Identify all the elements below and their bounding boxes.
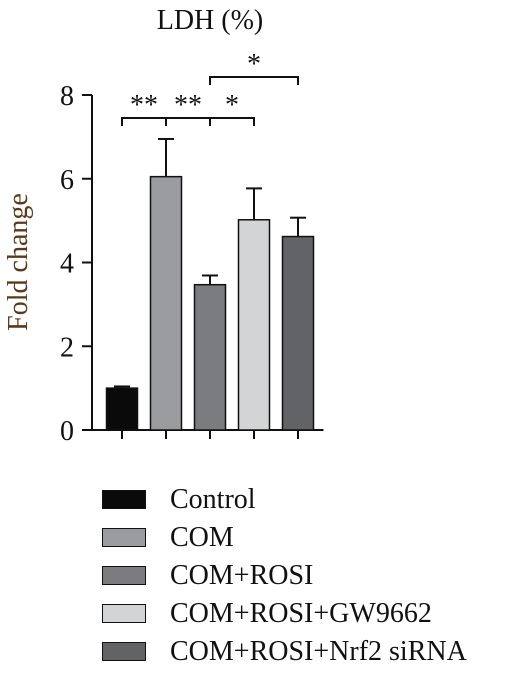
y-tick-label: 2 xyxy=(60,332,74,363)
significance-label: * xyxy=(247,49,261,80)
bar xyxy=(149,175,183,431)
significance-bracket xyxy=(209,117,255,126)
legend-swatch xyxy=(102,604,146,623)
legend-item: Control xyxy=(102,481,467,518)
significance-label: ** xyxy=(174,90,202,121)
y-tick-label: 0 xyxy=(60,416,74,447)
legend-label: Control xyxy=(170,483,256,515)
legend: Control COM COM+ROSI COM+ROSI+GW9662 COM+ROS… xyxy=(102,481,467,671)
legend-item: COM+ROSI+GW9662 xyxy=(102,595,467,632)
y-axis-label: Fold change xyxy=(3,193,34,331)
y-tick-label: 6 xyxy=(60,165,74,196)
bar xyxy=(105,387,139,431)
legend-swatch xyxy=(102,642,146,661)
legend-swatch xyxy=(102,566,146,585)
significance-label: * xyxy=(225,90,239,121)
y-tick-label: 4 xyxy=(60,249,74,280)
legend-label: COM+ROSI+Nrf2 siRNA xyxy=(170,635,467,667)
y-tick-label: 8 xyxy=(60,81,74,112)
legend-item: COM+ROSI+Nrf2 siRNA xyxy=(102,633,467,670)
legend-swatch xyxy=(102,528,146,547)
bar xyxy=(281,235,315,431)
legend-item: COM xyxy=(102,519,467,556)
legend-label: COM+ROSI+GW9662 xyxy=(170,597,432,629)
chart-title: LDH (%) xyxy=(157,5,264,36)
bar xyxy=(237,219,271,431)
significance-label: ** xyxy=(130,90,158,121)
legend-label: COM xyxy=(170,521,234,553)
significance-bracket xyxy=(209,76,299,85)
legend-swatch xyxy=(102,490,146,509)
legend-item: COM+ROSI xyxy=(102,557,467,594)
legend-label: COM+ROSI xyxy=(170,559,314,591)
bar xyxy=(193,283,227,431)
